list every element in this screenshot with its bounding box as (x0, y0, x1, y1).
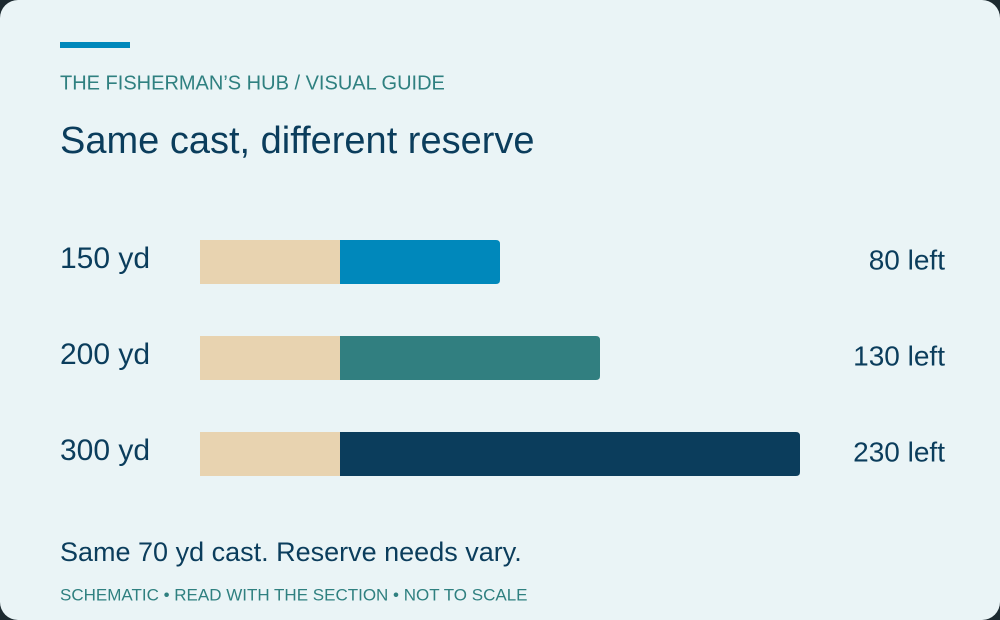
bar-segment (200, 432, 340, 476)
bar-segment (200, 336, 340, 380)
category-label: 200 yd (60, 338, 150, 371)
value-label: 80 left (869, 244, 945, 275)
bar-segment (340, 336, 600, 380)
category-label: 150 yd (60, 242, 150, 275)
footnote: SCHEMATIC • READ WITH THE SECTION • NOT … (60, 585, 528, 604)
caption: Same 70 yd cast. Reserve needs vary. (60, 537, 522, 567)
bar-segment (200, 240, 340, 284)
value-label: 130 left (853, 340, 945, 371)
bar-segment (340, 240, 500, 284)
chart-title: Same cast, different reserve (60, 120, 535, 162)
category-label: 300 yd (60, 434, 150, 467)
eyebrow: THE FISHERMAN’S HUB / VISUAL GUIDE (60, 72, 445, 94)
accent-rule (60, 42, 130, 48)
value-label: 230 left (853, 436, 945, 467)
bar-segment (340, 432, 800, 476)
